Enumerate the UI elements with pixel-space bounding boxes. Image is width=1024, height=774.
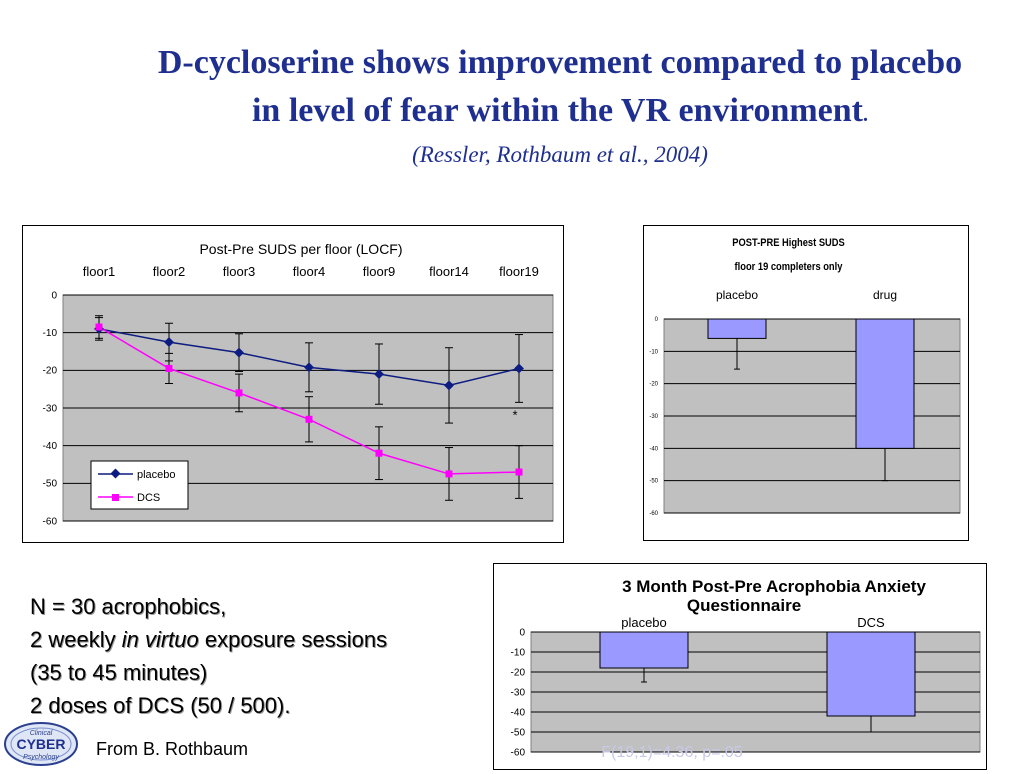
point-dcs — [95, 323, 103, 331]
significance-star: * — [512, 407, 517, 422]
line-chart-ytick-label: -30 — [43, 403, 58, 414]
line-chart-ytick-label: 0 — [51, 290, 57, 301]
bar-chart-floor19: POST-PRE Highest SUDS floor 19 completer… — [649, 237, 961, 517]
bar-chart3-error-bar — [641, 668, 647, 683]
line-chart-xtick-label: floor14 — [429, 264, 469, 279]
bullet-line1: N = 30 acrophobics, — [30, 594, 227, 619]
bar-chart3-ytick-label: 0 — [519, 627, 525, 638]
bar-chart2-bar-drug — [855, 318, 915, 449]
cyber-psychology-logo: Clinical CYBER Psychology — [4, 722, 78, 766]
line-chart-legend: placebo DCS — [90, 460, 189, 510]
bar-chart3-xtick-label: DCS — [857, 615, 885, 630]
bullet-line2-italic: in virtuo — [121, 627, 199, 652]
line-chart-title: Post-Pre SUDS per floor (LOCF) — [199, 241, 402, 257]
bullet-line3: (35 to 45 minutes) — [30, 660, 208, 685]
bar-chart2-xtick-label: drug — [873, 288, 897, 302]
title-period: . — [863, 104, 869, 126]
line-chart-xtick-label: floor3 — [223, 264, 256, 279]
line-chart-panel: Post-Pre SUDS per floor (LOCF) floor1 flo… — [22, 225, 564, 543]
line-chart-ytick-label: -20 — [43, 366, 58, 377]
line-chart-xtick-label: floor4 — [293, 264, 326, 279]
bar-chart3-ytick-label: -10 — [511, 647, 526, 658]
point-dcs — [445, 470, 453, 478]
bar-chart2-xtick-label: placebo — [716, 288, 758, 302]
point-placebo — [164, 337, 174, 348]
slide-title-line1: D-cycloserine shows improvement compared… — [157, 44, 963, 81]
line-chart: Post-Pre SUDS per floor (LOCF) floor1 flo… — [43, 241, 554, 527]
bar-chart3-ytick-label: -50 — [511, 727, 526, 738]
bar-chart2-ytick-label: -60 — [649, 511, 658, 517]
title-line2-text: in level of fear within the VR environme… — [251, 92, 864, 129]
bar-chart3-ytick-label: -40 — [511, 707, 526, 718]
bar-chart2-ytick-label: -40 — [649, 446, 658, 452]
line-chart-xtick-label: floor9 — [363, 264, 396, 279]
bar-chart2-ytick-label: -50 — [649, 479, 658, 485]
point-placebo — [234, 347, 244, 358]
slide-title-line2: in level of fear within the VR environme… — [60, 92, 1024, 130]
legend-marker-dcs — [112, 494, 119, 501]
line-chart-xtick-label: floor1 — [83, 264, 116, 279]
bullet-line2-c: exposure sessions — [198, 627, 388, 652]
point-dcs — [305, 415, 313, 423]
bar-chart-questionnaire-panel: 3 Month Post-Pre Acrophobia Anxiety Ques… — [493, 563, 987, 770]
line-chart-ytick-label: -50 — [43, 479, 58, 490]
point-dcs — [515, 468, 523, 476]
bar-chart2-bar-placebo — [707, 318, 767, 339]
point-dcs — [375, 449, 383, 457]
legend-label-dcs: DCS — [137, 492, 160, 504]
stat-note: F(19,1)=4.36, p=.05 — [601, 744, 743, 761]
line-chart-ytick-label: -60 — [43, 516, 58, 527]
bar-chart2-error-bar — [882, 448, 888, 482]
citation: (Ressler, Rothbaum et al., 2004) — [412, 142, 708, 167]
bar-chart3-xtick-label: placebo — [621, 615, 667, 630]
bar-chart3-title-line1: 3 Month Post-Pre Acrophobia Anxiety — [622, 577, 926, 596]
bar-chart2-ytick-label: -20 — [649, 382, 658, 388]
bar-chart2-title-line1: POST-PRE Highest SUDS — [732, 237, 845, 249]
bar-chart3-error-bar — [868, 716, 874, 733]
line-chart-xtick-label: floor19 — [499, 264, 539, 279]
line-chart-ytick-label: -40 — [43, 441, 58, 452]
point-dcs — [165, 364, 173, 372]
bar-chart2-ytick-label: 0 — [655, 317, 659, 323]
line-chart-ytick-label: -10 — [43, 328, 58, 339]
bar-chart-floor19-panel: POST-PRE Highest SUDS floor 19 completer… — [643, 225, 969, 541]
bar-chart3-ytick-label: -20 — [511, 667, 526, 678]
bullet-line2: 2 weekly in virtuo exposure sessions — [30, 623, 387, 656]
bar-chart2-ytick-label: -30 — [649, 414, 658, 420]
bullet-line2-a: 2 weekly — [30, 627, 122, 652]
bar-chart2-title-line2: floor 19 completers only — [735, 261, 843, 273]
bar-chart3-title-line2: Questionnaire — [687, 596, 801, 615]
bar-chart2-ytick-label: -10 — [649, 349, 658, 355]
point-placebo — [514, 363, 524, 374]
point-dcs — [235, 389, 243, 397]
bar-chart-questionnaire: 3 Month Post-Pre Acrophobia Anxiety Ques… — [511, 577, 981, 761]
line-chart-xtick-label: floor2 — [153, 264, 186, 279]
logo-text-main: CYBER — [16, 736, 65, 752]
bar-chart3-bar-placebo — [599, 631, 689, 669]
legend-label-placebo: placebo — [137, 469, 176, 481]
bullet-line4: 2 doses of DCS (50 / 500). — [30, 693, 291, 718]
bar-chart3-ytick-label: -60 — [511, 747, 526, 758]
study-details: N = 30 acrophobics, 2 weekly in virtuo e… — [30, 590, 387, 722]
bar-chart3-ytick-label: -30 — [511, 687, 526, 698]
logo-text-top: Clinical — [30, 730, 53, 737]
bar-chart2-error-bar — [734, 338, 740, 370]
bar-chart3-bar-dcs — [826, 631, 916, 717]
credit: From B. Rothbaum — [96, 739, 249, 759]
logo-text-bottom: Psychology — [23, 754, 59, 761]
